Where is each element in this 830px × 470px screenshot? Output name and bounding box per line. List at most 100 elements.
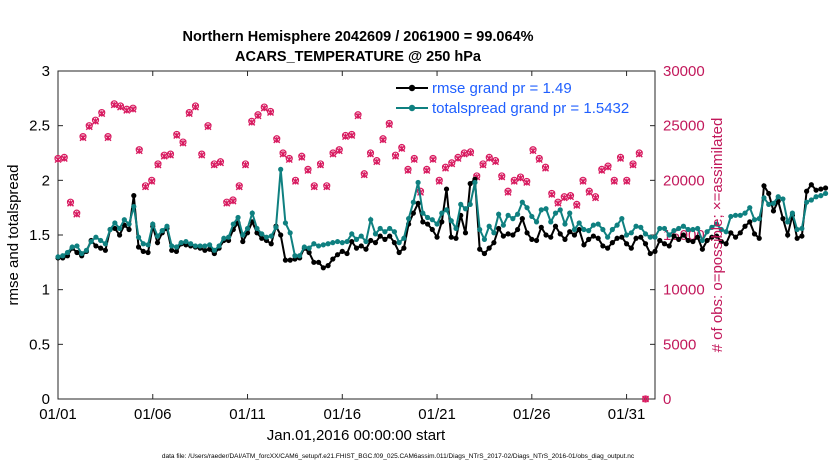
totalspread-point [505,212,511,218]
totalspread-point [424,214,431,221]
rmse-point [666,243,672,249]
rmse-point [799,233,805,239]
obs-assimilated-marker [198,151,206,159]
chart-title-line1: Northern Hemisphere 2042609 / 2061900 = … [182,29,533,45]
totalspread-point [429,217,435,223]
totalspread-point [799,225,805,232]
totalspread-point [287,230,293,236]
rmse-point [131,193,137,199]
rmse-point [770,208,777,214]
totalspread-point [789,210,796,216]
rmse-point [453,235,459,241]
obs-assimilated-marker [510,177,518,185]
obs-assimilated-marker [435,177,443,185]
rmse-point [254,230,260,236]
x-axis: 01/01 01/06 01/11 01/16 01/21 01/26 01/31 [39,71,645,423]
obs-assimilated-marker [292,177,300,185]
rmse-point [443,186,450,192]
totalspread-point [538,207,544,213]
rmse-point [74,249,80,256]
rmse-point [524,230,530,236]
totalspread-point [638,224,644,230]
rmse-point [794,235,800,241]
totalspread-point [334,238,341,245]
totalspread-point [434,221,440,227]
legend-box [394,78,649,118]
totalspread-point [377,225,383,232]
legend-spread-label: totalspread grand pr = 1.5432 [432,100,629,117]
totalspread-point [605,234,611,240]
y-right-tick-label: 10000 [663,282,705,299]
rmse-point [429,226,435,233]
rmse-point [514,226,521,233]
obs-assimilated-marker [448,160,456,168]
rmse-point [628,245,634,251]
rmse-point [330,256,336,262]
rmse-point [207,246,213,252]
totalspread-point [410,199,416,205]
chart-title-line2: ACARS_TEMPERATURE @ 250 hPa [235,49,482,65]
totalspread-point [306,245,312,251]
x-tick-label: 01/16 [324,406,362,423]
totalspread-point [173,244,180,250]
totalspread-point [458,201,464,207]
obs-assimilated-marker [329,150,337,158]
obs-assimilated-marker [410,156,418,164]
rmse-point [519,216,525,222]
rmse-point [334,252,341,258]
rmse-point [486,245,492,251]
totalspread-point [297,253,303,259]
obs-assimilated-marker [542,164,550,172]
totalspread-point [709,224,715,230]
obs-assimilated-marker [635,150,643,158]
rmse-point [742,223,748,229]
totalspread-point [93,234,99,240]
totalspread-point [671,228,677,234]
totalspread-point [623,232,630,238]
totalspread-point [391,229,398,235]
obs-assimilated-marker [398,145,406,153]
totalspread-point [576,220,582,226]
x-tick-label: 01/01 [39,406,77,423]
y-axis-right-label: # of obs: o=possible; ×=assimilated [709,118,726,353]
totalspread-point [529,213,535,220]
totalspread-point [150,221,156,227]
totalspread-point [524,205,530,211]
totalspread-point [462,206,469,212]
totalspread-point [88,238,94,245]
obs-assimilated-marker [373,158,381,166]
rmse-point [259,235,265,241]
rmse-point [813,187,819,193]
obs-assimilated-marker [592,194,600,202]
obs-assimilated-marker [485,154,493,162]
x-tick-label: 01/11 [229,406,265,423]
totalspread-point [690,226,696,233]
rmse-point [638,234,644,240]
rmse-point [173,248,180,254]
totalspread-point [486,223,492,229]
totalspread-point [766,201,772,207]
obs-assimilated-marker [185,110,193,118]
obs-assimilated-marker [554,199,562,207]
totalspread-point [742,210,748,216]
obs-assimilated-marker [104,134,112,142]
rmse-point [126,226,132,233]
totalspread-point [666,232,672,238]
rmse-point [652,248,658,254]
totalspread-point [249,210,255,216]
rmse-point [543,232,549,238]
rmse-point [704,237,710,244]
totalspread-point [320,242,326,248]
legend-rmse-label: rmse grand pr = 1.49 [432,80,572,97]
obs-assimilated-marker [235,183,243,191]
obs-assimilated-marker [567,193,575,201]
rmse-point [320,265,326,271]
obs-assimilated-marker [123,106,131,114]
totalspread-point [192,243,199,249]
rmse-point [785,232,791,238]
obs-assimilated-marker [92,117,99,125]
totalspread-point [135,234,142,240]
y-tick-label: 2 [42,172,50,189]
rmse-point [462,230,469,236]
totalspread-point [121,217,127,223]
